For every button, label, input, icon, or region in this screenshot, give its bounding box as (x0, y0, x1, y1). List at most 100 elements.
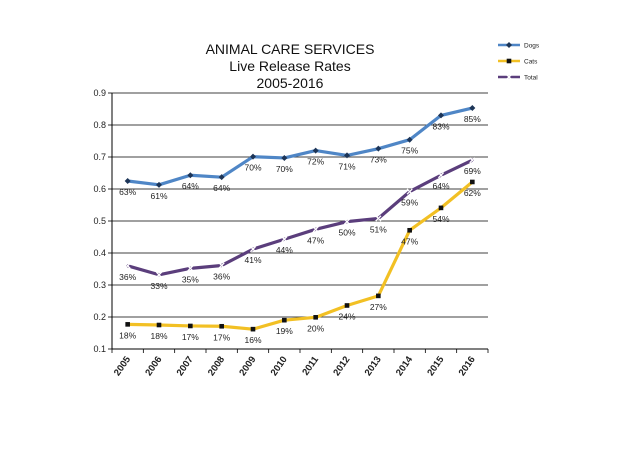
data-label-cats: 62% (464, 188, 481, 198)
data-label-dogs: 63% (119, 187, 136, 197)
x-tick-label: 2005 (112, 354, 134, 378)
series-layer (124, 105, 476, 332)
data-point-total (218, 262, 225, 269)
data-point-total (406, 188, 413, 195)
x-tick-label: 2013 (363, 354, 384, 378)
data-label-cats: 18% (150, 331, 167, 341)
data-label-cats: 47% (401, 236, 418, 246)
marker-stroke (124, 262, 131, 269)
data-point-dogs (438, 112, 444, 119)
data-point-total (187, 265, 194, 272)
series-total (124, 157, 476, 278)
x-tick-label: 2016 (457, 354, 478, 378)
data-label-cats: 20% (307, 323, 324, 333)
series-line-dogs (126, 106, 474, 187)
data-point-total (249, 246, 257, 253)
marker-stroke (218, 262, 225, 269)
data-label-total: 44% (276, 245, 293, 255)
data-label-cats: 18% (119, 330, 136, 340)
data-point-total (469, 157, 476, 164)
data-point-dogs (375, 145, 382, 152)
data-point-dogs (218, 174, 225, 181)
data-point-total (343, 218, 351, 225)
data-label-total: 69% (464, 166, 481, 176)
data-point-dogs (344, 152, 350, 159)
data-label-cats: 27% (370, 302, 387, 312)
x-tick-label: 2011 (300, 354, 321, 378)
data-point-cats (188, 323, 193, 329)
series-line-cats (126, 180, 474, 331)
data-point-cats (156, 322, 162, 328)
marker-stroke (187, 265, 194, 272)
data-point-total (124, 262, 131, 269)
marker-stroke (375, 215, 382, 222)
x-tick-label: 2009 (237, 354, 258, 378)
data-label-total: 36% (213, 271, 230, 281)
marker-stroke (406, 188, 413, 195)
marker-stroke (469, 157, 476, 164)
data-point-dogs (250, 153, 256, 160)
data-label-dogs: 64% (213, 183, 230, 193)
data-label-total: 41% (244, 255, 261, 265)
marker-stroke (343, 218, 351, 225)
legend-item-dogs: Dogs (498, 42, 540, 50)
marker-stroke (281, 236, 288, 243)
data-label-dogs: 64% (182, 181, 199, 191)
data-point-cats (125, 322, 130, 327)
data-point-cats (250, 326, 256, 332)
legend: Dogs Cats Total (498, 42, 540, 82)
data-point-cats (344, 303, 350, 308)
x-tick-label: 2014 (394, 354, 416, 378)
data-point-cats (313, 315, 318, 320)
data-point-total (375, 215, 382, 222)
legend-marker-total (505, 73, 513, 81)
data-point-total (281, 236, 288, 243)
y-tick-label: 0.9 (93, 88, 106, 98)
data-label-cats: 54% (432, 214, 449, 224)
x-tick-label: 2007 (175, 354, 196, 378)
x-tick-label: 2012 (331, 354, 352, 378)
x-tick-label: 2010 (269, 354, 290, 378)
y-tick-label: 0.8 (93, 120, 106, 130)
data-labels: 63% 61% 64% 64% 70% 70% 72% 71% 73% 75% 83% 85% 18% 1… (119, 114, 481, 345)
data-label-total: 47% (307, 235, 324, 245)
series-dogs (124, 105, 476, 188)
y-tick-label: 0.6 (93, 184, 106, 194)
marker-stroke (437, 172, 445, 179)
legend-label-dogs: Dogs (524, 43, 540, 50)
title-line-3: 2005-2016 (257, 75, 324, 91)
data-label-cats: 17% (182, 332, 199, 342)
data-label-dogs: 83% (432, 121, 449, 131)
marker-stroke (155, 271, 163, 278)
y-tick-label: 0.3 (93, 280, 106, 290)
y-tick-label: 0.4 (93, 248, 106, 258)
data-point-cats (438, 205, 444, 211)
data-label-total: 35% (182, 274, 199, 284)
data-point-total (155, 271, 163, 278)
marker-stroke (312, 226, 319, 233)
data-label-total: 33% (150, 281, 167, 291)
y-tick-label: 0.7 (93, 152, 106, 162)
data-point-cats (407, 227, 412, 233)
data-label-total: 50% (338, 228, 355, 238)
y-tick-label: 0.2 (93, 312, 106, 322)
data-label-cats: 24% (338, 311, 355, 321)
data-point-dogs (281, 154, 288, 161)
x-tick-label: 2008 (206, 354, 227, 378)
data-point-total (312, 226, 319, 233)
data-point-cats (376, 293, 381, 299)
marker-stroke (505, 73, 513, 81)
data-label-dogs: 85% (464, 114, 481, 124)
legend-label-cats: Cats (524, 59, 538, 66)
data-label-total: 59% (401, 198, 418, 208)
data-label-dogs: 73% (370, 155, 387, 165)
series-cats (125, 179, 475, 332)
data-label-cats: 16% (244, 335, 261, 345)
data-label-dogs: 71% (338, 161, 355, 171)
data-label-total: 51% (370, 224, 387, 234)
data-point-cats (470, 179, 475, 185)
data-point-dogs (312, 147, 319, 154)
data-point-dogs (156, 181, 162, 188)
data-point-cats (282, 317, 287, 323)
